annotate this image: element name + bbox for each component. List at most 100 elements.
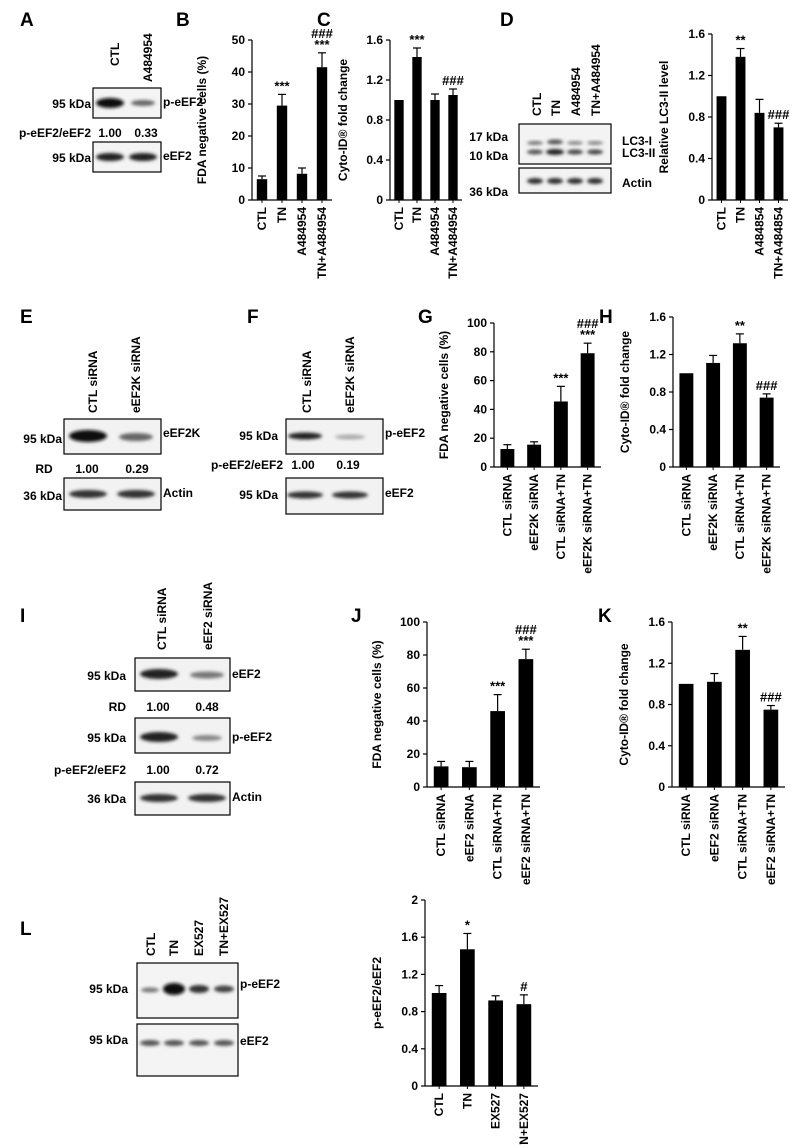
lane-label: TN <box>549 100 563 116</box>
panel-i: I CTL siRNA eEF2 siRNA 95 kDa eEF2 RD 1.… <box>20 582 272 816</box>
chart-g: G 0 20 40 60 80 100 FDA negative cells (%) CTL s… <box>418 307 601 574</box>
y-tick-label: 80 <box>474 345 488 359</box>
bar <box>527 444 542 467</box>
bar <box>759 397 774 467</box>
y-axis-label: FDA negative cells (%) <box>370 640 384 768</box>
y-tick-label: 1.6 <box>401 930 418 944</box>
x-tick-label: A484954 <box>428 207 442 256</box>
protein-label: p-eEF2 <box>385 426 425 440</box>
kda-marker: 95 kDa <box>87 669 126 683</box>
chart-c: C 0 0.4 0.8 1.2 1.6 Cyto-ID® fold change CTL ***… <box>317 10 465 279</box>
blot-band <box>587 149 603 155</box>
y-tick-label: 1.6 <box>688 27 705 41</box>
y-tick-label: 100 <box>400 615 420 629</box>
lane-label: TN+A484954 <box>589 44 603 116</box>
bar <box>276 105 288 200</box>
blot-band <box>189 1040 209 1046</box>
y-tick-label: 1.2 <box>688 69 705 83</box>
y-tick-label: 0.4 <box>649 423 666 437</box>
y-tick-label: 40 <box>407 714 421 728</box>
significance-marker: *** <box>553 370 569 385</box>
blot-band <box>129 153 157 161</box>
y-tick-label: 20 <box>232 129 246 143</box>
ratio-value: 0.33 <box>134 126 158 140</box>
y-tick-label: 0.4 <box>366 153 383 167</box>
kda-marker: 36 kDa <box>23 489 62 503</box>
rd-value: 1.00 <box>146 700 170 714</box>
blot-band <box>288 432 322 440</box>
x-tick-label: CTL siRNA <box>679 794 693 857</box>
y-tick-label: 0 <box>698 193 705 207</box>
bar <box>460 949 475 1086</box>
kda-marker: 36 kDa <box>87 792 126 806</box>
significance-marker: *** <box>409 32 425 47</box>
lane-label: TN <box>167 940 181 956</box>
bar <box>394 100 404 200</box>
y-tick-label: 0 <box>480 460 487 474</box>
kda-marker: 95 kDa <box>52 97 91 111</box>
x-tick-label: CTL <box>392 207 406 230</box>
bar <box>430 100 440 200</box>
ratio-value: 0.72 <box>195 763 219 777</box>
x-tick-label: eEF2K siRNA <box>706 474 720 551</box>
blot-band <box>140 732 178 742</box>
kda-marker: 95 kDa <box>89 1033 128 1047</box>
blot-band <box>547 178 563 184</box>
x-tick-label: CTL siRNA <box>679 474 693 537</box>
x-tick-label: TN+EX527 <box>517 1093 531 1145</box>
blot-band <box>188 794 226 802</box>
x-tick-label: CTL <box>432 1093 446 1116</box>
x-tick-label: CTL siRNA <box>434 794 448 857</box>
y-tick-label: 100 <box>467 316 487 330</box>
y-tick-label: 1.6 <box>649 310 666 324</box>
lane-label: eEF2 siRNA <box>201 582 215 650</box>
y-tick-label: 1.6 <box>648 615 665 629</box>
ratio-value: 0.19 <box>336 458 360 472</box>
x-tick-label: CTL siRNA+TN <box>491 794 505 879</box>
protein-label: eEF2 <box>385 486 414 500</box>
panel-letter: G <box>418 307 433 328</box>
y-tick-label: 10 <box>232 161 246 175</box>
blot-band <box>164 1040 184 1046</box>
x-tick-label: eEF2K siRNA <box>527 474 541 551</box>
ratio-label: RD <box>35 462 53 476</box>
bar <box>773 127 784 200</box>
panel-a: A CTL A484954 95 kDa p-eEF2 p-eEF2/eEF2 … <box>19 10 203 173</box>
y-axis-label: p-eEF2/eEF2 <box>370 957 384 1029</box>
x-tick-label: TN <box>734 207 748 223</box>
y-tick-label: 2 <box>411 893 418 907</box>
y-tick-label: 0 <box>413 780 420 794</box>
lane-label: A484954 <box>141 33 155 82</box>
blot-band <box>131 100 155 106</box>
x-tick-label: CTL siRNA+TN <box>736 794 750 879</box>
blot-band <box>335 434 365 440</box>
x-tick-label: eEF2K siRNA+TN <box>760 474 774 574</box>
x-tick-label: TN+A484954 <box>446 207 460 279</box>
x-tick-label: A484854 <box>753 207 767 256</box>
panel-letter: B <box>176 10 190 31</box>
ratio-label: p-eEF2/eEF2 <box>211 458 283 472</box>
bar <box>735 56 746 201</box>
bar <box>296 173 308 200</box>
x-tick-label: CTL <box>255 207 269 230</box>
bar <box>735 649 750 787</box>
lane-label: eEF2K siRNA <box>129 336 143 413</box>
bar <box>678 683 694 787</box>
y-tick-label: 1.2 <box>649 348 666 362</box>
significance-marker: ### <box>442 73 464 88</box>
significance-marker: *** <box>518 633 534 648</box>
lane-label: CTL <box>108 43 122 66</box>
protein-label: p-eEF2 <box>232 730 272 744</box>
blot-band <box>192 735 222 741</box>
lane-label: CTL <box>530 93 544 116</box>
blot-band <box>567 178 583 184</box>
protein-label: p-eEF2 <box>240 977 280 991</box>
x-tick-label: TN+A484954 <box>315 207 329 279</box>
y-axis-label: Cyto-ID® fold change <box>336 59 350 182</box>
y-tick-label: 0 <box>376 193 383 207</box>
lane-label: eEF2K siRNA <box>343 336 357 413</box>
ratio-value: 1.00 <box>98 126 122 140</box>
blot-band <box>214 985 234 993</box>
y-tick-label: 60 <box>474 374 488 388</box>
